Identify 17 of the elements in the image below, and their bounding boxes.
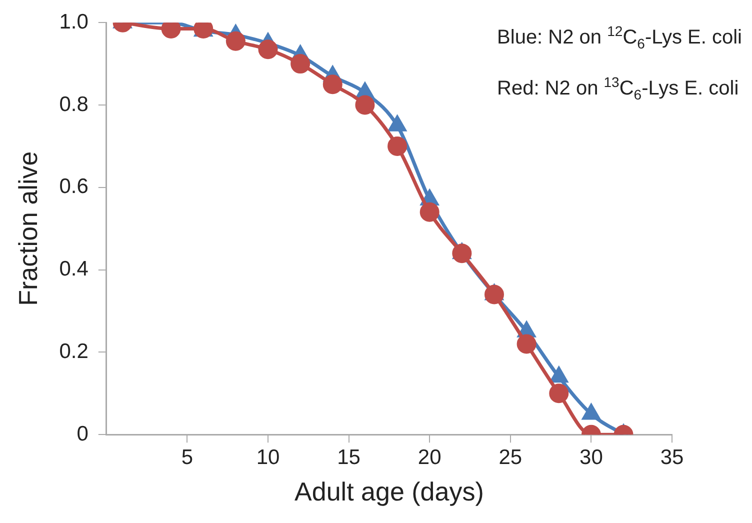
x-tick-label: 10	[256, 446, 280, 469]
x-tick-label: 20	[418, 446, 442, 469]
y-tick-label: 0.2	[59, 340, 88, 363]
x-tick-label: 5	[181, 446, 194, 469]
y-tick-label: 1.0	[59, 10, 88, 34]
x-tick-label: 15	[337, 446, 360, 469]
annotation: Red: N2 on $^{13}$C$_{6}$-Lys E. coli	[497, 72, 740, 104]
y-tick-label: 0.4	[59, 258, 89, 281]
y-tick-label: 0.8	[59, 92, 88, 116]
x-tick-label: 25	[498, 446, 522, 469]
y-tick-label: 0	[76, 422, 88, 446]
annotation: Blue: N2 on $^{12}$C$_{6}$-Lys E. coli	[497, 22, 742, 54]
x-tick-label: 30	[580, 446, 603, 469]
y-tick-label: 0.6	[59, 175, 88, 198]
y-axis-title: Fraction alive	[12, 151, 43, 306]
x-axis-title: Adult age (days)	[294, 476, 484, 507]
x-tick-label: 35	[660, 446, 684, 469]
